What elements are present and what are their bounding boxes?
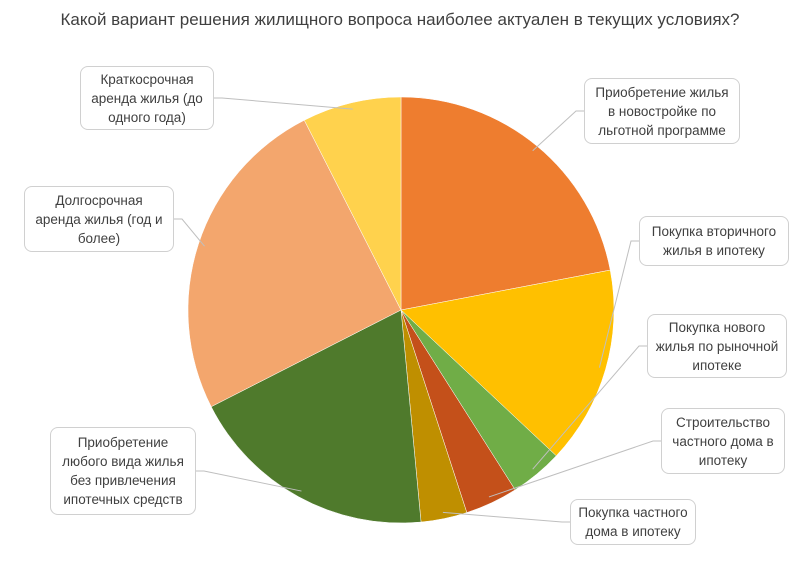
leader-line [442,511,570,523]
data-label: Приобретение жилья в новостройке по льго… [584,78,740,144]
leader-line [598,240,639,368]
pie-slice [303,96,402,311]
pie-slice [210,309,422,524]
pie-slice [400,96,611,311]
data-label: Строительство частного дома в ипотеку [661,408,785,474]
leader-line [196,470,302,492]
data-label: Краткосрочная аренда жилья (до одного го… [80,66,214,130]
data-label: Долгосрочная аренда жилья (год и более) [24,186,174,252]
data-label: Покупка вторичного жилья в ипотеку [639,216,789,266]
data-label: Покупка частного дома в ипотеку [570,499,696,545]
leader-line [532,345,647,470]
pie-slice [187,119,402,408]
chart-title: Какой вариант решения жилищного вопроса … [60,10,740,29]
leader-line [174,218,205,247]
pie-slice [400,269,615,457]
data-label: Покупка нового жилья по рыночной ипотеке [647,314,787,378]
leader-line [532,110,584,152]
leader-line [488,440,661,498]
leader-line [214,97,353,110]
data-label: Приобретение любого вида жилья без привл… [50,427,196,515]
